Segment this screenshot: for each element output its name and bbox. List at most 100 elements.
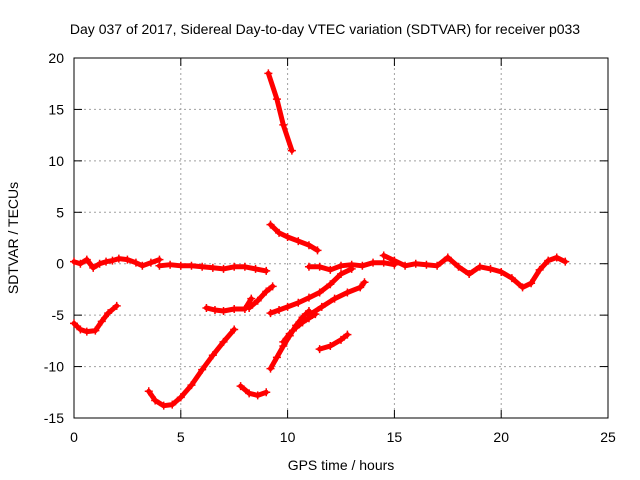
y-tick-label: -10 bbox=[44, 359, 64, 375]
data-point bbox=[236, 382, 245, 391]
data-point bbox=[131, 258, 140, 267]
series-band bbox=[317, 332, 350, 352]
data-point bbox=[230, 304, 239, 313]
data-point bbox=[561, 257, 570, 266]
data-point bbox=[112, 301, 121, 310]
y-tick-label: 20 bbox=[48, 50, 64, 66]
data-point bbox=[198, 365, 207, 374]
data-point bbox=[294, 237, 303, 246]
data-point bbox=[326, 280, 335, 289]
data-point bbox=[315, 262, 324, 271]
data-point bbox=[272, 353, 281, 362]
data-point bbox=[102, 257, 111, 266]
data-point bbox=[454, 262, 463, 271]
y-tick-label: 10 bbox=[48, 153, 64, 169]
data-point bbox=[146, 258, 155, 267]
data-point bbox=[497, 267, 506, 276]
data-point bbox=[97, 317, 106, 326]
data-point bbox=[262, 388, 271, 397]
data-point bbox=[268, 282, 277, 291]
data-point bbox=[264, 69, 273, 78]
data-point bbox=[219, 264, 228, 273]
x-tick-label: 5 bbox=[177, 429, 185, 445]
data-series bbox=[155, 260, 271, 275]
series-band bbox=[146, 327, 237, 409]
data-point bbox=[343, 288, 352, 297]
data-point bbox=[317, 302, 326, 311]
y-tick-label: -15 bbox=[44, 410, 64, 426]
data-point bbox=[159, 401, 168, 410]
data-point bbox=[360, 278, 369, 287]
data-point bbox=[187, 261, 196, 270]
data-point bbox=[272, 95, 281, 104]
data-point bbox=[114, 254, 123, 263]
data-series bbox=[266, 264, 356, 318]
data-point bbox=[176, 261, 185, 270]
data-point bbox=[76, 325, 85, 334]
data-point bbox=[155, 261, 164, 270]
data-series bbox=[144, 325, 239, 410]
data-point bbox=[337, 335, 345, 344]
data-series bbox=[70, 301, 121, 336]
data-point bbox=[279, 120, 288, 129]
data-series bbox=[304, 258, 399, 274]
data-point bbox=[253, 296, 262, 305]
data-series bbox=[304, 278, 369, 320]
data-point bbox=[76, 259, 85, 268]
data-point bbox=[411, 259, 420, 268]
x-tick-label: 25 bbox=[600, 429, 616, 445]
data-point bbox=[275, 228, 284, 237]
data-point bbox=[247, 294, 256, 303]
data-point bbox=[91, 326, 100, 335]
data-point bbox=[304, 241, 313, 250]
x-tick-label: 20 bbox=[493, 429, 509, 445]
data-point bbox=[151, 396, 160, 405]
data-point bbox=[343, 330, 352, 339]
data-point bbox=[70, 319, 78, 328]
data-point bbox=[262, 266, 271, 275]
data-point bbox=[123, 255, 132, 264]
y-tick-label: 15 bbox=[48, 101, 64, 117]
data-point bbox=[198, 262, 207, 271]
data-point bbox=[285, 329, 294, 338]
x-tick-label: 15 bbox=[387, 429, 403, 445]
data-point bbox=[315, 345, 324, 354]
data-series bbox=[70, 254, 164, 272]
data-point bbox=[187, 381, 196, 390]
data-point bbox=[168, 400, 177, 409]
data-point bbox=[294, 298, 303, 307]
data-point bbox=[298, 318, 307, 327]
data-point bbox=[486, 264, 495, 273]
data-point bbox=[138, 261, 147, 270]
data-point bbox=[219, 337, 228, 346]
data-point bbox=[240, 262, 249, 271]
data-point bbox=[219, 307, 228, 316]
data-point bbox=[208, 351, 217, 360]
data-point bbox=[326, 342, 335, 350]
data-point bbox=[379, 258, 388, 267]
data-point bbox=[283, 232, 292, 241]
ticks-layer bbox=[73, 57, 609, 419]
y-tick-label: 0 bbox=[56, 256, 64, 272]
plot-frame bbox=[73, 57, 609, 419]
data-point bbox=[70, 257, 78, 266]
data-point bbox=[401, 261, 410, 270]
data-point bbox=[304, 293, 313, 302]
data-point bbox=[337, 270, 345, 278]
data-point bbox=[230, 325, 239, 334]
data-point bbox=[313, 246, 322, 255]
data-point bbox=[507, 274, 516, 283]
data-point bbox=[166, 260, 175, 269]
data-series bbox=[245, 282, 277, 312]
data-point bbox=[475, 262, 484, 271]
data-point bbox=[89, 263, 98, 272]
series-band bbox=[265, 70, 295, 154]
data-point bbox=[82, 255, 91, 264]
x-axis-label: GPS time / hours bbox=[288, 457, 395, 473]
data-point bbox=[245, 303, 254, 312]
data-point bbox=[202, 303, 211, 312]
y-tick-label: 5 bbox=[56, 204, 64, 220]
data-point bbox=[465, 270, 474, 278]
data-point bbox=[208, 263, 217, 272]
